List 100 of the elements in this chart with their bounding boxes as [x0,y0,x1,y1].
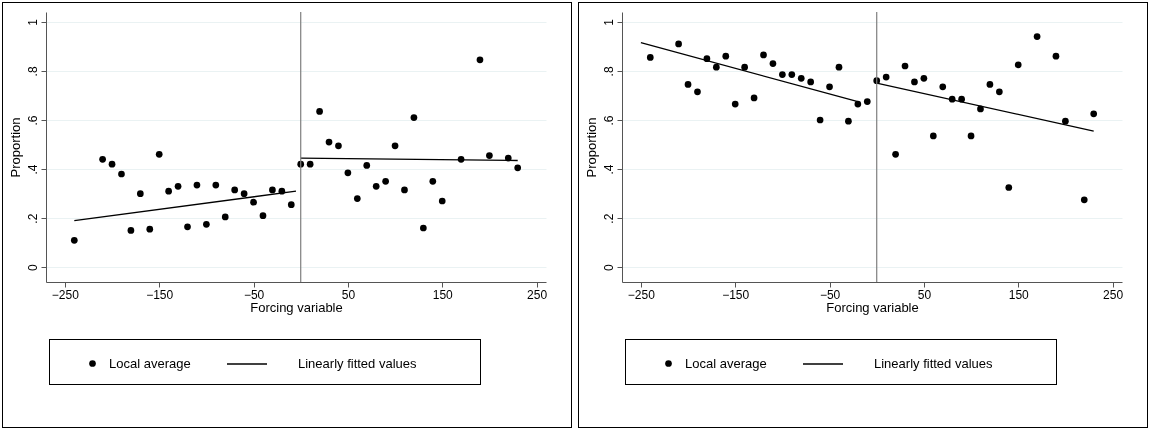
point [193,181,201,189]
point [646,54,654,61]
point [986,81,994,88]
point [410,114,418,121]
point [391,142,399,150]
point [70,236,78,244]
x-tick-label: −250 [51,287,80,302]
point [174,182,182,190]
point [99,155,106,163]
x-tick-label: −250 [627,287,656,302]
point [335,142,342,150]
point [760,51,767,59]
point [486,152,493,159]
y-axis-title: Proportion [7,117,23,178]
legend-label: Linearly fitted values [874,356,994,371]
point [259,212,267,220]
y-axis-title: Proportion [583,117,599,178]
point [438,197,446,205]
y-tick-label: .6 [25,115,40,126]
x-tick-label: −150 [722,287,750,302]
point [429,178,437,185]
point [835,63,843,71]
point [929,132,937,140]
point [372,182,380,190]
point [788,71,796,78]
point [363,162,371,169]
point [920,74,928,82]
point [514,164,522,172]
point [845,117,852,125]
point [108,160,116,168]
x-axis-title: Forcing variable [826,299,919,315]
point [344,169,352,177]
point [712,63,720,71]
point [816,116,824,124]
point [184,223,191,231]
point [958,95,965,103]
y-tick-label: 1 [25,18,40,26]
point [1080,196,1088,204]
point [420,224,427,232]
y-tick-label: .8 [601,66,616,77]
point [694,88,701,96]
point [911,78,918,86]
point [476,56,484,64]
point [1033,33,1041,40]
x-tick-label: −150 [146,287,174,302]
point [165,187,172,195]
x-tick-label: 150 [1008,287,1030,302]
x-tick-label: 250 [527,287,548,302]
point [231,186,239,194]
point [325,138,333,146]
point [118,170,125,178]
point [401,186,408,194]
point [353,195,361,202]
point [1052,52,1060,60]
point [996,88,1003,96]
y-tick-label: .4 [601,164,616,175]
point [882,73,890,81]
y-tick-label: 0 [601,264,616,272]
y-tick-label: .6 [601,115,616,126]
x-tick-label: −50 [243,287,265,302]
y-tick-label: 1 [601,18,616,26]
y-tick-label: .8 [25,66,40,77]
point [240,190,248,197]
y-tick-label: .2 [25,213,40,224]
point [863,98,871,105]
point [127,227,135,234]
point [1014,61,1022,69]
point [967,132,975,140]
point [250,198,257,206]
point [212,181,220,189]
y-tick-label: .2 [601,213,616,224]
point [675,40,682,48]
y-tick-label: 0 [25,264,40,272]
point [1005,184,1013,191]
point [892,151,899,158]
point [939,83,947,91]
point [797,74,805,82]
legend-label: Local average [109,355,191,371]
point [779,71,786,78]
x-tick-label: −50 [819,287,841,302]
point [901,62,909,70]
point [316,108,323,115]
legend-label: Local average [685,355,767,371]
point [221,213,229,221]
x-tick-label: 50 [917,287,932,302]
point [722,52,730,60]
point [750,94,758,102]
y-tick-label: .4 [25,164,40,175]
point [146,225,154,233]
x-axis-title: Forcing variable [250,299,343,315]
point [826,83,833,91]
x-tick-label: 50 [341,287,356,302]
point [203,220,210,228]
point [382,178,389,185]
point [741,63,748,71]
x-tick-label: 250 [1103,287,1124,302]
x-tick-label: 150 [432,287,454,302]
point [807,78,815,86]
point [731,100,739,108]
point [155,151,163,158]
